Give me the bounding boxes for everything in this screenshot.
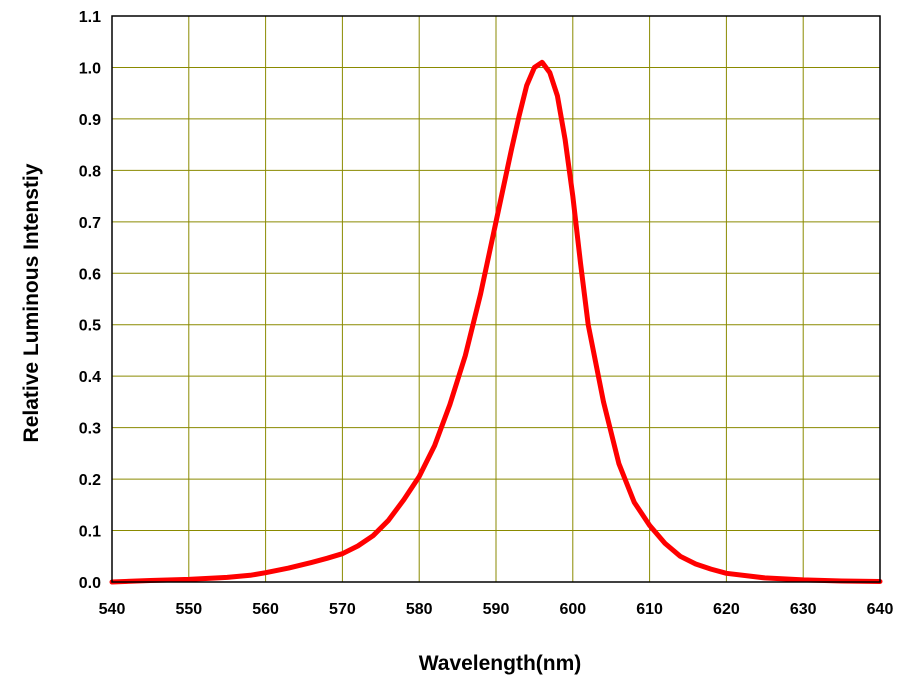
y-tick-label: 0.7 [79,215,101,232]
y-tick-label: 0.5 [79,318,101,335]
y-tick-label: 1.0 [79,60,101,77]
plot-frame [111,15,881,583]
y-tick-label: 0.2 [79,472,101,489]
y-tick-label: 0.1 [79,524,101,541]
series-line [109,59,883,585]
x-tick-label: 600 [559,601,586,618]
y-tick-label: 1.1 [79,9,101,26]
y-tick-label: 0.4 [79,369,101,386]
y-axis-title: Relative Luminous Intenstiy [20,163,43,442]
x-tick-label: 570 [329,601,356,618]
x-tick-label: 560 [252,601,279,618]
y-axis-ticks: 0.0 0.1 0.2 0.3 0.4 0.5 0.6 0.7 0.8 0.9 1.0 1.1 [79,9,101,592]
x-tick-label: 610 [636,601,663,618]
x-tick-label: 580 [406,601,433,618]
y-tick-label: 0.3 [79,421,101,438]
x-tick-label: 640 [867,601,894,618]
x-axis-ticks: 540 550 560 570 580 590 600 610 620 630 640 [99,601,894,618]
x-tick-label: 590 [483,601,510,618]
x-tick-label: 620 [713,601,740,618]
y-tick-label: 0.9 [79,112,101,129]
series-layer [109,59,883,585]
x-tick-label: 630 [790,601,817,618]
x-tick-label: 550 [175,601,202,618]
grid [112,16,880,582]
x-tick-label: 540 [99,601,126,618]
y-tick-label: 0.6 [79,266,101,283]
y-tick-label: 0.0 [79,575,101,592]
y-tick-label: 0.8 [79,163,101,180]
x-axis-title: Wavelength(nm) [419,652,582,675]
